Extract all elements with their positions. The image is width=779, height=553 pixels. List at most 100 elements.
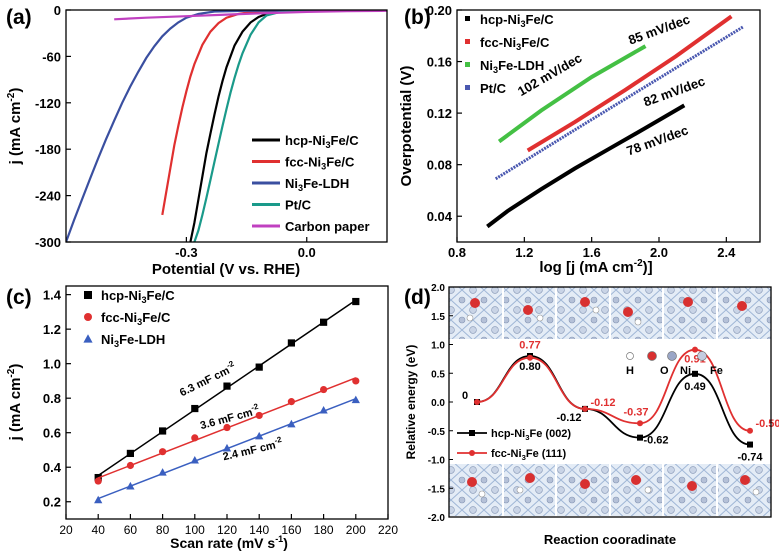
panel-a-legend-label: hcp-Ni3Fe/C	[285, 133, 359, 150]
panel-c-legend-label-sub: 3	[137, 317, 142, 327]
panel-d-atom-legend-dot	[697, 351, 707, 361]
panel-a-legend: hcp-Ni3Fe/Cfcc-Ni3Fe/CNi3Fe-LDHPt/CCarbo…	[252, 133, 370, 234]
panel-a-xtick-label: 0.0	[298, 245, 316, 260]
panel-d-energy-label-hcp: 0.49	[684, 381, 705, 393]
panel-b-slope-label: 78 mV/dec	[625, 122, 691, 158]
panel-c-xtick-label: 160	[281, 523, 301, 537]
panel-c-point	[255, 411, 263, 420]
panel-c-ytick-label: 1.4	[43, 288, 62, 303]
panel-c-xtick-label: 220	[378, 523, 398, 537]
oxygen-atom	[683, 297, 693, 307]
panel-b-legend-label-main: hcp-Ni	[480, 12, 520, 27]
panel-d-atom-legend-dot	[626, 352, 634, 360]
panel-c-xlabel: Scan rate (mV s-1)	[170, 534, 288, 551]
panel-b-ytick-label: 0.08	[427, 158, 452, 173]
panel-c-capacitance-label: 6.3 mF cm-2	[177, 359, 239, 399]
panel-d-legend-marker	[469, 450, 475, 456]
panel-c-xlabel-end: )	[283, 535, 288, 551]
panel-d-point	[582, 405, 588, 412]
panel-b-ticks: 0.04 0.08 0.12 0.16 0.20 0.8 1.2 1.6 2.0 2.4	[427, 3, 736, 260]
panel-a-ytick-label: -120	[35, 96, 61, 111]
panel-a-ytick-label: -60	[42, 49, 61, 64]
panel-c-ylabel-main: j (mA cm	[7, 378, 24, 442]
panel-d-energy-label-hcp: 0.80	[519, 361, 540, 373]
panel-a-frame	[65, 9, 388, 243]
panel-b-xtick-label: 0.8	[448, 245, 466, 260]
panel-d-legend-label-sub: 3	[522, 453, 526, 462]
panel-d-legend-label: fcc-Ni3Fe (111)	[491, 448, 567, 462]
oxygen-atom	[523, 305, 533, 315]
panel-d-atom-legend-label: Ni	[680, 365, 691, 377]
panel-b-ytick-label: 0.16	[427, 55, 452, 70]
panel-c-point	[319, 405, 328, 414]
panel-b-frame	[456, 9, 761, 243]
panel-d-energy-label-hcp: -0.62	[643, 435, 668, 447]
panel-c-legend-marker	[83, 334, 93, 343]
panel-d-atom-legend-label: H	[626, 365, 634, 377]
panel-d-xlabel: Reaction cooradinate	[544, 532, 676, 547]
panel-b-legend-label: Ni3Fe-LDH	[480, 58, 544, 75]
panel-a-legend-label-sub: 3	[298, 183, 303, 193]
panel-c-ylabel: j (mA cm-2)	[6, 364, 24, 442]
hydrogen-atom	[516, 486, 524, 494]
panel-b-series-line-3	[494, 25, 744, 181]
panel-d-ytick-label: -1.5	[428, 484, 446, 495]
panel-a-legend-label-main: hcp-Ni	[285, 133, 325, 148]
oxygen-atom	[580, 297, 590, 307]
panel-d-legend-label-tail: Fe (002)	[530, 428, 572, 440]
panel-c-point	[158, 468, 167, 476]
panel-a-legend-label-tail: Fe-LDH	[303, 176, 349, 191]
panel-a-legend-label-tail: Fe/C	[326, 155, 355, 170]
panel-c-xtick-label: 120	[217, 523, 237, 537]
panel-b: (b) 0.040.080.120.160.200.8 1.2 1.6 2.0 2.4 …	[398, 3, 761, 276]
panel-a-legend-label-main: Pt/C	[285, 198, 312, 213]
panel-b-legend-label-sub: 3	[493, 65, 498, 75]
panel-d-point	[692, 370, 698, 377]
panel-d-legend: hcp-Ni 3 Fe (002) fcc-Ni3Fe (111)	[457, 428, 571, 462]
panel-c-legend-label-main: Ni	[101, 332, 114, 347]
panel-b-series-group	[486, 14, 744, 229]
hydrogen-atom	[634, 318, 642, 326]
panel-c-capacitance-main: 2.4 mF cm	[222, 439, 277, 463]
panel-c-xlabel-sup: -1	[275, 534, 283, 544]
panel-d-legend-label-main: fcc-Ni	[491, 448, 522, 460]
panel-a-series-line-2	[66, 10, 387, 242]
panel-d-series-group	[474, 346, 753, 448]
panel-c-point	[223, 423, 231, 432]
panel-b-legend-label-main: Ni	[480, 58, 493, 73]
panel-b-slope-label: 82 mV/dec	[641, 73, 707, 109]
panel-d-atom-legend: H O Ni Fe	[626, 351, 723, 377]
panel-d-legend-label-main: hcp-Ni	[491, 428, 525, 440]
hydrogen-atom	[752, 488, 760, 496]
panel-a-series-group	[66, 10, 387, 242]
panel-d-energy-label-fcc: -0.12	[590, 397, 615, 409]
panel-b-legend-swatch	[465, 62, 470, 67]
panel-c-point	[223, 382, 231, 390]
panel-b-slope-label: 85 mV/dec	[626, 12, 692, 48]
panel-a-series-line-3	[193, 10, 387, 242]
panel-b-series-line-1	[526, 14, 733, 153]
hydrogen-atom	[644, 486, 652, 494]
oxygen-atom	[580, 479, 590, 489]
panel-d-label: (d)	[404, 286, 431, 309]
panel-c-legend-label: fcc-Ni3Fe/C	[101, 310, 171, 327]
panel-b-series-line-2	[497, 44, 647, 144]
panel-b-ytick-label: 0.20	[427, 3, 452, 18]
panel-b-legend-swatch	[465, 39, 470, 44]
panel-c-ytick-label: 0.6	[43, 426, 61, 441]
panel-d-energy-label-hcp: 0	[462, 390, 468, 402]
panel-d-ytick-label: -2.0	[428, 513, 446, 524]
panel-c-legend-label-tail: Fe/C	[142, 310, 171, 325]
panel-c-legend-label-sub: 3	[141, 295, 146, 305]
panel-c-point	[287, 419, 296, 428]
panel-a-legend-label: Carbon paper	[285, 219, 370, 234]
panel-c-legend-label-main: fcc-Ni	[101, 310, 137, 325]
panel-d-energy-curve-1	[476, 348, 751, 432]
panel-d-point	[474, 399, 480, 405]
panel-c-legend-marker	[84, 291, 92, 299]
panel-d-legend-label-tail: Fe (111)	[526, 448, 567, 460]
panel-c-legend-marker	[84, 313, 92, 321]
panel-c-point	[159, 427, 167, 435]
panel-b-ytick-label: 0.04	[427, 209, 453, 224]
panel-a-ytick-label: -300	[35, 235, 61, 250]
